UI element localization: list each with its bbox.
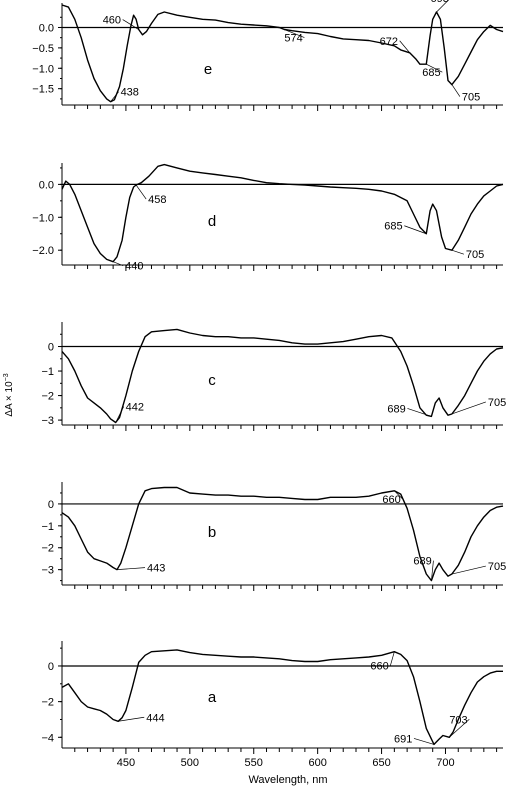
y-tick-label: 0.0 bbox=[39, 22, 54, 34]
peak-annotation: 703 bbox=[449, 714, 467, 726]
peak-annotation: 438 bbox=[121, 87, 139, 99]
panel-c: 0 −1 −2 −3 c 442 689 705 bbox=[41, 322, 506, 431]
panels: 0.0−0.5−1.0−1.5e4605746726934386857050.0… bbox=[32, 0, 506, 769]
y-tick-label: −1 bbox=[41, 521, 54, 533]
peak-annotation: 460 bbox=[103, 15, 121, 27]
panel-label: e bbox=[204, 61, 212, 78]
x-tick-label: 650 bbox=[372, 757, 390, 769]
peak-annotation: 705 bbox=[466, 249, 484, 261]
peak-annotation: 458 bbox=[148, 194, 166, 206]
x-tick-label: 700 bbox=[436, 757, 454, 769]
y-tick-label: −2 bbox=[41, 697, 54, 709]
y-tick-label: −0.5 bbox=[32, 43, 54, 55]
spectrum-line bbox=[61, 328, 504, 424]
peak-annotation: 685 bbox=[422, 67, 440, 79]
annotation-leader bbox=[407, 408, 432, 417]
peak-annotation: 660 bbox=[370, 661, 388, 673]
peak-annotation: 660 bbox=[382, 494, 400, 506]
panel-a: 0 −2 −4 a 660 444 691 703 450 500 550 600 650 700 bbox=[41, 641, 503, 769]
annotation-leader bbox=[135, 184, 147, 200]
y-tick-label: 0 bbox=[48, 342, 54, 354]
spectrum-line bbox=[61, 649, 503, 746]
peak-annotation: 705 bbox=[488, 561, 506, 573]
annotation-leader bbox=[390, 651, 395, 666]
x-tick-label: 450 bbox=[117, 757, 135, 769]
y-axis-label: ΔA × 10−3 bbox=[3, 373, 15, 416]
annotation-leader bbox=[122, 19, 139, 30]
annotation-leader bbox=[449, 719, 470, 738]
y-tick-label: −1.0 bbox=[32, 63, 54, 75]
panel-b: 0 −1 −2 −3 b 660 443 689 705 bbox=[41, 482, 506, 591]
peak-annotation: 685 bbox=[384, 221, 402, 233]
peak-annotation: 443 bbox=[147, 563, 165, 575]
panel-label: b bbox=[208, 524, 216, 541]
annotation-leader bbox=[413, 738, 435, 745]
y-tick-label: 0 bbox=[48, 661, 54, 673]
peak-annotation: 693 bbox=[431, 0, 449, 5]
x-tick-label: 600 bbox=[308, 757, 326, 769]
y-tick-label: −1.5 bbox=[32, 84, 54, 96]
y-tick-label: −2.0 bbox=[32, 245, 54, 257]
y-tick-label: −3 bbox=[41, 565, 54, 577]
annotation-leader bbox=[394, 490, 403, 500]
annotation-leader bbox=[451, 401, 486, 415]
panel-label: c bbox=[208, 372, 216, 389]
peak-annotation: 691 bbox=[394, 733, 412, 745]
annotation-leader bbox=[404, 225, 427, 235]
annotation-leader bbox=[436, 0, 450, 13]
panel-label: d bbox=[208, 213, 216, 230]
annotation-leader bbox=[113, 261, 124, 267]
annotation-leader bbox=[399, 40, 410, 54]
y-axis-label-exponent: −3 bbox=[3, 373, 10, 381]
y-tick-label: −1 bbox=[41, 366, 54, 378]
spectrum-line bbox=[61, 4, 504, 103]
y-tick-label: 0 bbox=[48, 499, 54, 511]
peak-annotation: 440 bbox=[125, 261, 143, 273]
peak-annotation: 705 bbox=[488, 397, 506, 409]
annotation-leader bbox=[115, 406, 125, 423]
x-tick-label: 500 bbox=[181, 757, 199, 769]
annotation-leader bbox=[118, 716, 145, 722]
peak-annotation: 689 bbox=[413, 556, 431, 568]
peak-annotation: 689 bbox=[387, 403, 405, 415]
annotation-leader bbox=[284, 29, 305, 38]
panel-e: 0.0 −0.5 −1.0 −1.5 e 460 574 672 693 438 685 705 bbox=[32, 0, 504, 111]
annotation-leader bbox=[116, 567, 145, 571]
annotation-leader bbox=[451, 249, 464, 255]
y-tick-label: −1.0 bbox=[32, 212, 54, 224]
annotation-leader bbox=[451, 565, 486, 575]
y-tick-label: −3 bbox=[41, 415, 54, 427]
y-tick-label: −4 bbox=[41, 732, 54, 744]
peak-annotation: 442 bbox=[126, 402, 144, 414]
y-tick-label: −2 bbox=[41, 391, 54, 403]
peak-annotation: 672 bbox=[380, 36, 398, 48]
panel-label: a bbox=[208, 689, 217, 706]
y-axis-label-main: ΔA × 10 bbox=[4, 381, 15, 417]
y-tick-label: −2 bbox=[41, 543, 54, 555]
annotation-leader bbox=[451, 84, 461, 97]
x-tick-label: 550 bbox=[245, 757, 263, 769]
x-axis-label: Wavelength, nm bbox=[248, 774, 327, 786]
y-tick-label: 0.0 bbox=[39, 179, 54, 191]
peak-annotation: 444 bbox=[146, 712, 164, 724]
panel-d: 0.0 −1.0 −2.0 d 458 440 685 705 bbox=[32, 163, 504, 273]
spectrum-line bbox=[61, 163, 504, 263]
peak-annotation: 574 bbox=[284, 33, 302, 45]
annotation-leader bbox=[431, 560, 434, 581]
annotation-leader bbox=[110, 91, 119, 102]
spectrum-line bbox=[61, 486, 504, 582]
peak-annotation: 705 bbox=[462, 92, 480, 104]
annotation-leader bbox=[426, 63, 443, 73]
